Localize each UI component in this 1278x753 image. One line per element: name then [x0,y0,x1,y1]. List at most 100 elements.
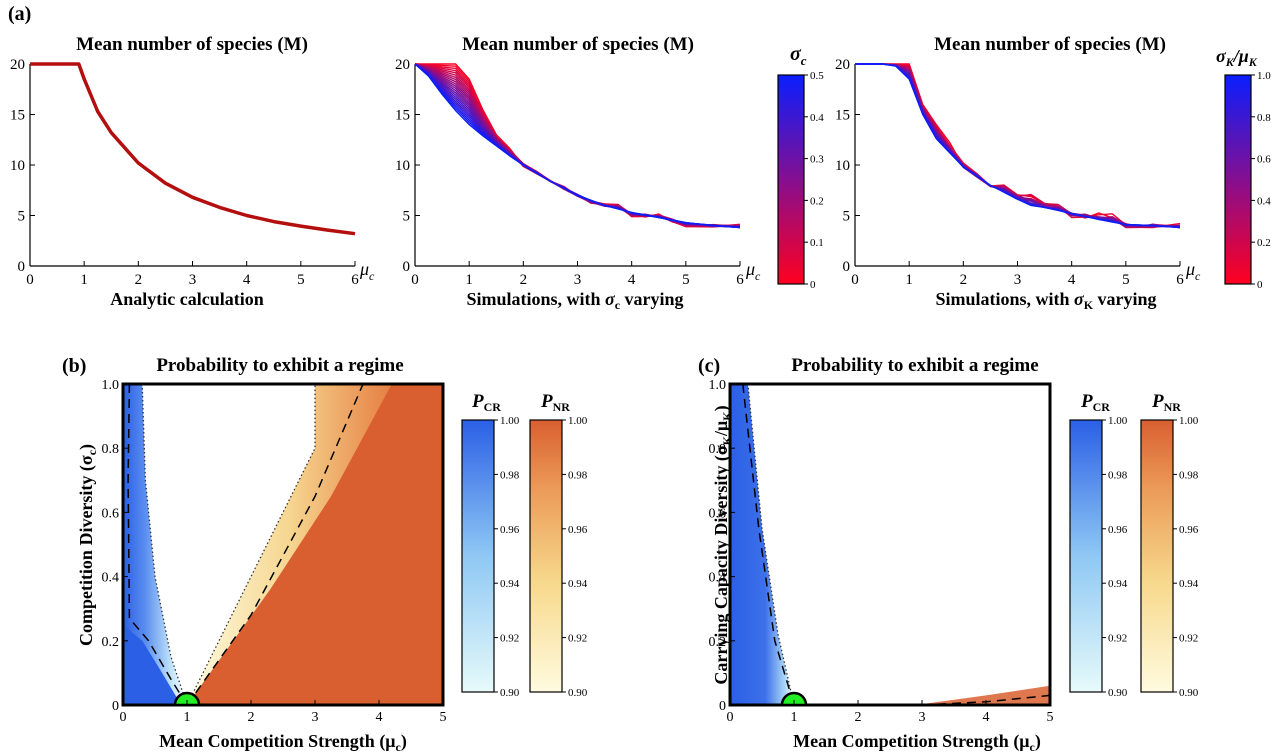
simulation-line [855,63,1181,228]
colorbar-tick-label: 1.00 [500,415,520,427]
y-tick-label: 0.4 [102,571,120,586]
colorbar-tick-label: 0.98 [1108,469,1128,481]
x-tick-label: 2 [135,272,143,288]
y-tick-label: 1.0 [102,378,120,393]
x-tick-label: 3 [312,710,319,725]
colorbar-tick-label: 0.3 [810,154,824,166]
colorbar-tick-label: 0.4 [1257,195,1271,207]
nr-dashed-boundary [186,383,364,706]
probability-map [123,383,443,706]
cr-dotted-boundary [141,383,188,706]
cr-core-region [123,624,187,705]
cr-dotted-boundary [747,383,795,706]
panel-label-b: (b) [62,355,86,377]
critical-point-marker [173,691,201,707]
series-lines [30,62,356,236]
x-tick-label: 0 [26,272,34,288]
panel-label-c: (c) [698,355,720,377]
nr-core-region [187,384,443,705]
colorbar-tick-label: 0.94 [500,578,520,590]
x-tick-label: 1 [791,710,798,725]
x-tick-label: 3 [574,272,582,288]
chart-title: Mean number of species (M) [934,34,1166,55]
cr-dashed-boundary [742,383,795,706]
simulation-line [414,63,741,228]
y-tick-label: 0 [719,699,726,714]
colorbar-tick-label: 0.8 [1257,112,1271,124]
chart-a1: Mean number of species (M) 0 1 2 3 4 5 6 0 5 10 15… [10,34,375,309]
colorbar-ticks: 1.00 0.98 0.96 0.94 0.92 0.90 [1173,415,1199,699]
x-variable-label: μc [745,259,761,283]
y-tick-label: 20 [10,57,25,73]
x-tick-label: 6 [1176,272,1184,288]
x-axis-label: Simulations, with σK varying [935,289,1156,312]
x-tick-label: 3 [919,710,926,725]
chart-title: Mean number of species (M) [76,34,308,55]
y-tick-label: 0.8 [709,442,727,457]
colorbar-tick-label: 1.00 [1179,415,1199,427]
x-tick-label: 3 [1014,272,1022,288]
colorbar-tick-label: 0.92 [1179,633,1198,645]
colorbar-ticks: 1.00 0.98 0.96 0.94 0.92 0.90 [494,415,520,699]
series-lines [855,63,1181,229]
colorbar-tick-label: 0.6 [1257,154,1271,166]
x-tick-label: 4 [243,272,251,288]
y-axis-label: Competition Diversity (σc) [76,444,99,646]
simulation-line [855,63,1181,228]
y-tick-label: 0.2 [102,635,120,650]
x-tick-label: 4 [983,710,990,725]
x-tick-label: 2 [855,710,862,725]
simulation-line [855,63,1181,229]
chart-title: Probability to exhibit a regime [791,355,1038,376]
p-nr-label: PNR [540,391,570,414]
colorbar-tick-label: 0.98 [568,469,588,481]
p-cr-label: PCR [1080,391,1110,414]
colorbar-tick-label: 0.5 [810,70,824,82]
simulation-line [855,63,1181,229]
x-tick-label: 0 [120,710,127,725]
p-cr-colorbar [1069,419,1103,693]
panel-label-a: (a) [8,3,31,25]
x-tick-label: 5 [297,272,305,288]
colorbar-tick-label: 0.94 [1108,578,1128,590]
x-tick-label: 2 [248,710,255,725]
colorbar-ticks: 1.00 0.98 0.96 0.94 0.92 0.90 [562,415,588,699]
series-lines [414,63,741,229]
x-variable-label: μc [359,259,375,283]
y-tick-label: 15 [395,108,410,124]
x-tick-label: 5 [682,272,690,288]
x-tick-label: 2 [520,272,528,288]
chart-a2: Mean number of species (M) 0 1 2 3 4 5 6 0 5 10 15… [395,34,824,312]
cr-region [730,384,794,705]
colorbar-tick-label: 0.98 [1179,469,1199,481]
map-frame [121,382,445,707]
p-nr-colorbar [529,419,563,693]
chart-a3: Mean number of species (M) 0 1 2 3 4 5 6 0 5 10 15… [835,34,1271,312]
colorbar-tick-label: 0.96 [500,524,520,536]
y-tick-label: 15 [835,108,850,124]
cr-region [123,384,187,705]
probability-map [730,383,1051,706]
x-tick-label: 1 [184,710,191,725]
p-cr-label: PCR [471,391,501,414]
x-tick-label: 0 [727,710,734,725]
colorbar-tick-label: 0.90 [1179,687,1199,699]
colorbar-tick-label: 0.96 [1179,524,1199,536]
cr-dashed-boundary [127,383,188,706]
analytic-line [30,62,356,236]
x-tick-label: 5 [440,710,447,725]
y-tick-label: 0 [18,259,26,275]
colorbar-tick-label: 0.94 [568,578,588,590]
y-tick-label: 10 [395,158,410,174]
colorbar-tick-label: 0.92 [568,633,587,645]
p-nr-label: PNR [1151,391,1181,414]
simulation-line [855,63,1181,228]
x-tick-label: 1 [80,272,88,288]
colorbar-tick-label: 0.92 [1108,633,1127,645]
x-tick-label: 0 [851,272,859,288]
y-tick-label: 15 [10,108,25,124]
x-tick-label: 5 [1122,272,1130,288]
x-axis-label: Simulations, with σc varying [466,289,683,312]
chart-title: Probability to exhibit a regime [156,355,403,376]
y-tick-label: 5 [843,209,851,225]
